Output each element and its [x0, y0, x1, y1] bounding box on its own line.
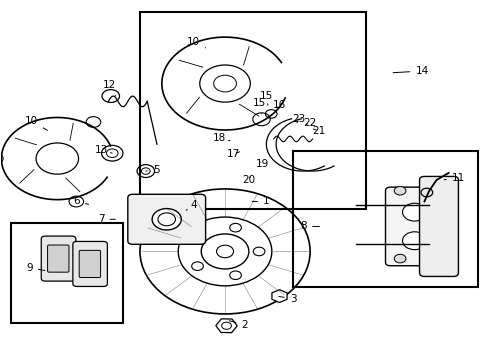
Text: 6: 6	[73, 197, 88, 206]
Circle shape	[402, 232, 426, 249]
Text: 5: 5	[145, 165, 159, 175]
Text: 18: 18	[212, 133, 229, 143]
Text: 17: 17	[227, 149, 240, 159]
Text: 12: 12	[102, 80, 116, 96]
Circle shape	[216, 245, 233, 258]
FancyBboxPatch shape	[127, 194, 205, 244]
Text: 3: 3	[278, 294, 296, 303]
Text: 21: 21	[312, 126, 325, 136]
Text: 13: 13	[94, 145, 112, 155]
Circle shape	[152, 208, 181, 230]
FancyBboxPatch shape	[41, 236, 76, 281]
Text: 10: 10	[186, 37, 205, 48]
FancyBboxPatch shape	[419, 176, 458, 276]
Text: 15: 15	[259, 91, 272, 105]
Text: 9: 9	[26, 262, 45, 273]
Text: 11: 11	[443, 173, 464, 183]
Text: 15: 15	[252, 98, 265, 114]
FancyBboxPatch shape	[73, 242, 107, 287]
Circle shape	[393, 186, 405, 195]
Text: 10: 10	[25, 116, 47, 130]
Circle shape	[213, 75, 236, 92]
Text: 2: 2	[229, 320, 247, 330]
Text: 8: 8	[300, 221, 319, 231]
Circle shape	[393, 254, 405, 263]
Text: 7: 7	[98, 214, 115, 224]
Text: 1: 1	[252, 197, 269, 206]
Text: 4: 4	[186, 200, 196, 210]
Text: 14: 14	[392, 66, 427, 76]
Circle shape	[402, 203, 426, 221]
Text: 22: 22	[303, 118, 316, 128]
Text: 16: 16	[272, 100, 285, 110]
Text: 19: 19	[255, 159, 268, 169]
FancyBboxPatch shape	[385, 187, 453, 266]
FancyBboxPatch shape	[47, 245, 69, 272]
Text: 20: 20	[242, 175, 254, 185]
FancyBboxPatch shape	[79, 250, 101, 278]
Text: 23: 23	[292, 113, 305, 123]
